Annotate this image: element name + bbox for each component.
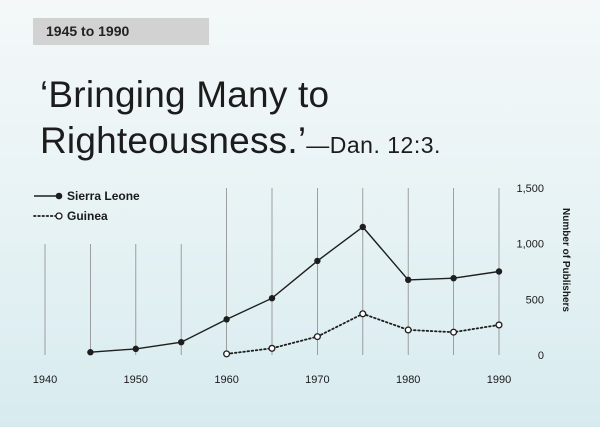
legend-label: Guinea <box>67 209 108 223</box>
data-point <box>268 344 276 352</box>
data-point <box>495 321 503 329</box>
data-point <box>359 310 367 318</box>
data-point <box>268 295 276 302</box>
data-point <box>223 316 230 323</box>
data-point <box>313 333 321 341</box>
data-point <box>450 328 458 336</box>
data-point <box>223 350 231 358</box>
data-point <box>87 349 94 356</box>
data-point <box>405 276 412 284</box>
data-point <box>359 223 366 231</box>
x-tick-label: 1970 <box>305 374 329 386</box>
y-axis-label: Number of Publishers <box>560 208 571 312</box>
data-point <box>314 257 321 265</box>
y-tick-label: 0 <box>538 350 544 362</box>
page-title: ‘Bringing Many to Righteousness.’—Dan. 1… <box>40 72 580 168</box>
y-tick-label: 500 <box>526 294 544 306</box>
x-tick-label: 1940 <box>33 374 57 386</box>
x-tick-label: 1990 <box>487 374 511 386</box>
y-tick-label: 1,000 <box>516 239 544 251</box>
legend-marker <box>55 212 63 220</box>
x-tick-label: 1950 <box>124 374 148 386</box>
data-point <box>178 338 185 346</box>
y-tick-label: 1,500 <box>516 183 544 195</box>
title-quote: ‘Bringing Many to Righteousness.’ <box>40 74 330 161</box>
data-point <box>495 268 503 275</box>
data-point <box>132 345 139 353</box>
x-tick-label: 1980 <box>396 374 420 386</box>
x-tick-label: 1960 <box>214 374 238 386</box>
series-line-sierra-leone <box>90 226 500 353</box>
data-point <box>404 326 412 334</box>
period-badge: 1945 to 1990 <box>33 18 209 45</box>
data-point <box>450 274 457 282</box>
legend-label: Sierra Leone <box>67 189 140 203</box>
scripture-reference: —Dan. 12:3. <box>306 132 441 158</box>
legend-marker <box>55 192 63 200</box>
